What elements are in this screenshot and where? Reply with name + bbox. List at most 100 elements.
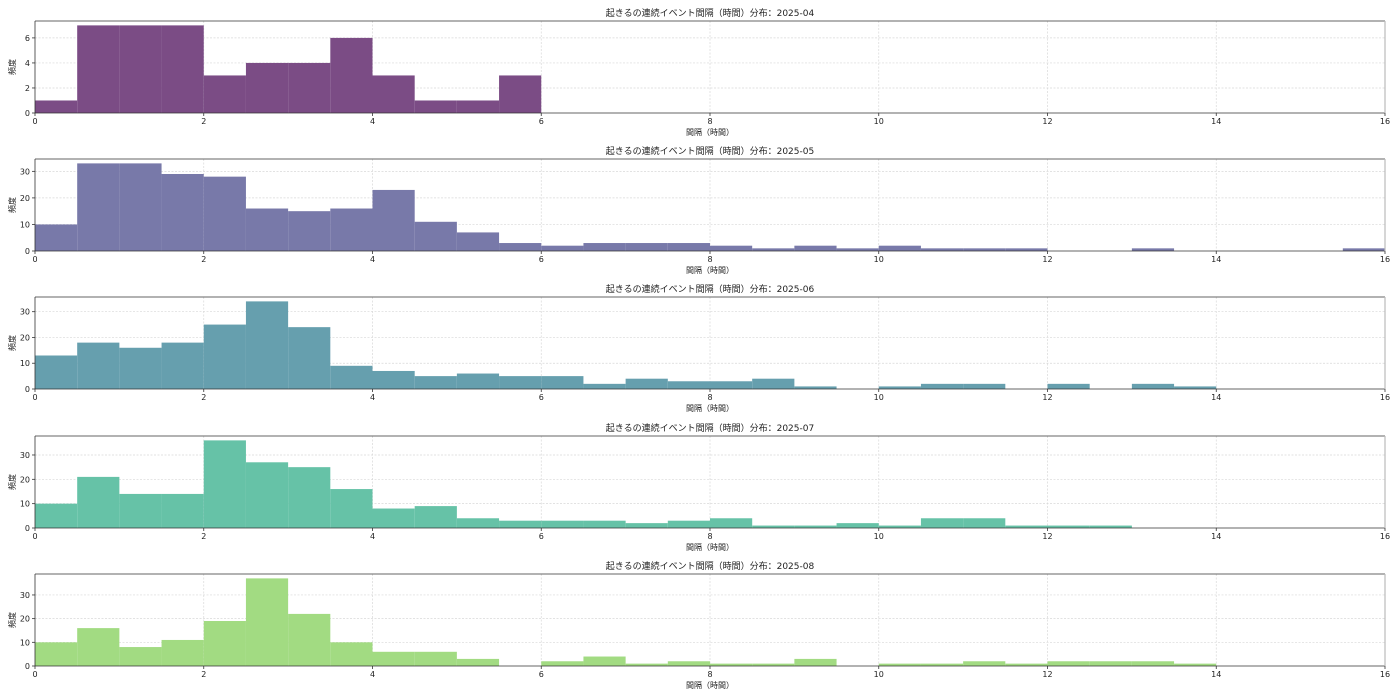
histogram-bar (752, 248, 795, 251)
histogram-bar (583, 383, 626, 389)
y-tick-label: 20 (20, 615, 30, 624)
histogram-bar (372, 189, 415, 251)
y-tick-label: 30 (20, 591, 30, 600)
histogram-bar (77, 163, 120, 251)
chart-title: 起きるの連続イベント間隔（時間）分布：2025-04 (606, 7, 815, 19)
histogram-bar (794, 386, 837, 389)
y-tick-label: 2 (25, 84, 30, 93)
histogram-bar (288, 62, 331, 113)
histogram-panel-2: 0 2 4 6 8 10 12 14 16 0 10 20 30 起きるの連続イベント間隔（時間）分布：2… (7, 145, 1390, 275)
chart-title: 起きるの連続イベント間隔（時間）分布：2025-07 (606, 422, 814, 434)
histogram-bar (878, 245, 921, 251)
y-tick-label: 10 (20, 638, 30, 647)
histogram-bar (752, 663, 795, 666)
histogram-bar (456, 232, 500, 251)
histogram-bar (456, 373, 500, 389)
histogram-bar (330, 365, 373, 389)
histogram-bar (541, 376, 584, 389)
x-axis-label: 間隔（時間） (686, 681, 734, 690)
histogram-bar (1047, 383, 1090, 389)
histogram-bar (583, 520, 626, 528)
x-tick-label: 16 (1380, 532, 1390, 541)
histogram-panel-5: 0 2 4 6 8 10 12 14 16 0 10 20 30 起きるの連続イベント間隔（時間）分布：2… (7, 560, 1390, 690)
histogram-bar (625, 243, 668, 251)
x-tick-label: 8 (707, 255, 712, 264)
x-tick-label: 0 (32, 532, 37, 541)
histogram-bar (625, 523, 668, 528)
histogram-bar (963, 661, 1006, 666)
y-tick-label: 20 (20, 333, 30, 342)
chart-title: 起きるの連続イベント間隔（時間）分布：2025-05 (606, 145, 814, 157)
histogram-bar (1047, 525, 1090, 528)
histogram-bar (1005, 663, 1048, 666)
x-tick-label: 0 (32, 117, 37, 126)
histogram-bar (667, 243, 710, 251)
x-tick-label: 2 (201, 532, 206, 541)
x-tick-label: 6 (539, 393, 544, 402)
histogram-bar (203, 621, 246, 666)
histogram-bar (161, 342, 204, 389)
histogram-bar (710, 381, 753, 389)
histogram-bar (541, 661, 584, 666)
histogram-bar (1131, 248, 1175, 251)
histogram-bar (35, 642, 78, 666)
x-tick-label: 4 (370, 532, 375, 541)
histogram-bar (1047, 661, 1090, 666)
histogram-bar (963, 248, 1006, 251)
y-axis-label: 頻度 (7, 474, 17, 490)
x-tick-label: 12 (1042, 255, 1052, 264)
histogram-bar (625, 378, 668, 389)
histogram-bar (667, 520, 710, 528)
histogram-bar (245, 208, 289, 251)
y-axis-label: 頻度 (7, 197, 17, 213)
histogram-bar (878, 386, 921, 389)
histogram-bar (1005, 525, 1048, 528)
histogram-bar (330, 642, 373, 666)
x-axis-label: 間隔（時間） (686, 266, 734, 275)
histogram-bar (1131, 383, 1175, 389)
x-tick-label: 4 (370, 393, 375, 402)
histogram-bar (541, 520, 584, 528)
histogram-bar (119, 493, 162, 528)
histogram-bar (499, 520, 542, 528)
x-tick-label: 14 (1211, 670, 1221, 679)
y-tick-label: 10 (20, 220, 30, 229)
y-tick-label: 10 (20, 359, 30, 368)
x-axis-label: 間隔（時間） (686, 404, 734, 413)
histogram-bar (330, 208, 373, 251)
histogram-bar (35, 503, 78, 528)
histogram-bar (203, 176, 246, 251)
histogram-bar (77, 342, 120, 389)
histogram-bar (77, 25, 120, 114)
x-tick-label: 0 (32, 255, 37, 264)
x-tick-label: 10 (874, 393, 884, 402)
histogram-panel-4: 0 2 4 6 8 10 12 14 16 0 10 20 30 起きるの連続イベント間隔（時間）分布：2… (7, 422, 1390, 552)
x-tick-label: 10 (874, 670, 884, 679)
y-tick-label: 4 (25, 59, 30, 68)
x-tick-label: 6 (539, 670, 544, 679)
x-tick-label: 12 (1042, 117, 1052, 126)
histogram-bar (203, 440, 246, 528)
x-tick-label: 12 (1042, 532, 1052, 541)
histogram-panel-3: 0 2 4 6 8 10 12 14 16 0 10 20 30 起きるの連続イベント間隔（時間）分布：2… (7, 283, 1390, 413)
x-tick-label: 14 (1211, 117, 1221, 126)
y-tick-label: 30 (20, 167, 30, 176)
x-axis-label: 間隔（時間） (686, 128, 734, 137)
x-tick-label: 0 (32, 393, 37, 402)
histogram-bar (499, 243, 542, 251)
y-axis-label: 頻度 (7, 59, 17, 75)
histogram-bar (752, 378, 795, 389)
histogram-bar (414, 221, 457, 251)
histogram-bar (288, 613, 331, 666)
histogram-bar (499, 75, 542, 113)
x-tick-label: 16 (1380, 670, 1390, 679)
histogram-bar (667, 661, 710, 666)
histogram-bar (1089, 661, 1132, 666)
x-tick-label: 4 (370, 670, 375, 679)
histogram-bar (752, 525, 795, 528)
histogram-bar (878, 525, 921, 528)
histogram-bar (288, 467, 331, 528)
histogram-bar (203, 324, 246, 389)
histogram-bar (161, 493, 204, 528)
histogram-bar (710, 245, 753, 251)
